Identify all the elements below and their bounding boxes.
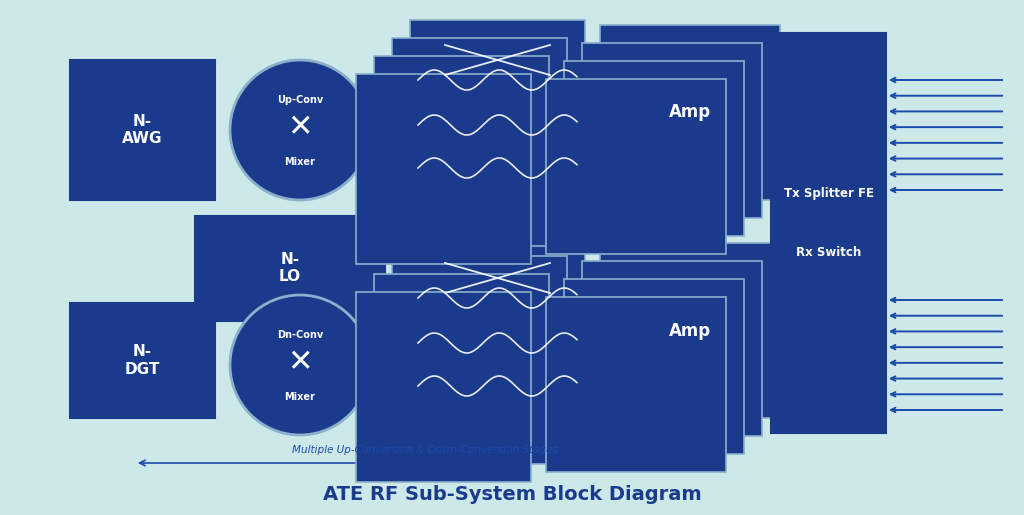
Text: Rx Switch: Rx Switch (796, 247, 861, 260)
Bar (70, 60, 215, 200)
Bar (356, 74, 531, 264)
Bar (392, 38, 567, 228)
Text: ✕: ✕ (288, 349, 312, 377)
Circle shape (230, 295, 370, 435)
Text: Dn-Conv: Dn-Conv (276, 330, 324, 340)
Text: ✕: ✕ (288, 113, 312, 143)
Bar (410, 20, 585, 210)
Text: Mixer: Mixer (285, 392, 315, 402)
Bar (582, 43, 762, 218)
Text: N-
DGT: N- DGT (125, 345, 160, 376)
Bar (600, 25, 780, 200)
Text: Amp: Amp (669, 104, 711, 122)
Bar (410, 238, 585, 428)
Bar (771, 33, 886, 433)
Bar (356, 292, 531, 482)
Text: Tx Splitter FE: Tx Splitter FE (783, 186, 873, 199)
Bar (546, 297, 726, 472)
Bar (582, 261, 762, 436)
Text: Up-Conv: Up-Conv (276, 95, 324, 105)
Bar (546, 79, 726, 254)
Bar (392, 256, 567, 446)
Bar (195, 216, 385, 321)
Bar (374, 56, 549, 246)
Bar (564, 279, 744, 454)
Bar (374, 274, 549, 464)
Bar (600, 243, 780, 418)
Text: Multiple Up-Conversion & Down-Conversion Stages: Multiple Up-Conversion & Down-Conversion… (292, 445, 558, 455)
Text: N-
AWG: N- AWG (122, 114, 163, 146)
Text: N-
LO: N- LO (279, 252, 301, 284)
Bar (70, 303, 215, 418)
Text: Amp: Amp (669, 321, 711, 339)
Bar (564, 61, 744, 236)
Text: ATE RF Sub-System Block Diagram: ATE RF Sub-System Block Diagram (323, 486, 701, 505)
Circle shape (230, 60, 370, 200)
Text: Mixer: Mixer (285, 157, 315, 167)
